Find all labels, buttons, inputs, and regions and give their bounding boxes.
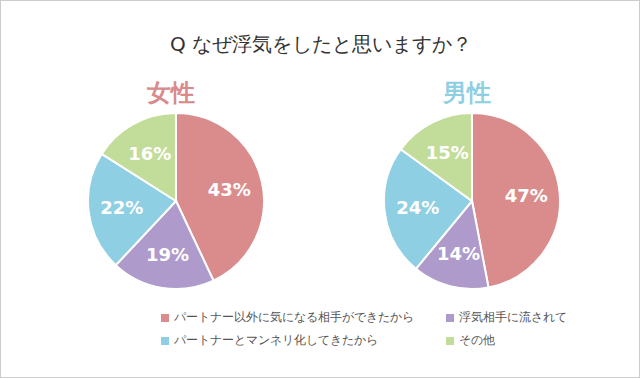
html-text:浮気相手に流されて: 浮気相手に流されて — [459, 310, 567, 324]
html-text:Q なぜ浮気をしたと思いますか？: Q なぜ浮気をしたと思いますか？ — [169, 32, 472, 56]
html-text:男性: 男性 — [443, 79, 491, 107]
html-text:パートナー以外に気になる相手ができたから: パートナー以外に気になる相手ができたから — [174, 310, 414, 324]
html-text:女性: 女性 — [147, 79, 195, 107]
svg-text:19%: 19% — [146, 244, 189, 265]
svg-text:16%: 16% — [128, 143, 171, 164]
svg-text:14%: 14% — [437, 243, 480, 264]
svg-text:15%: 15% — [426, 142, 469, 163]
svg-text:24%: 24% — [396, 197, 439, 218]
svg-text:47%: 47% — [505, 185, 548, 206]
html-text:パートナーとマンネリ化してきたから: パートナーとマンネリ化してきたから — [174, 333, 378, 347]
html-text:その他: その他 — [459, 333, 495, 347]
svg-text:22%: 22% — [100, 197, 143, 218]
svg-text:43%: 43% — [208, 179, 251, 200]
